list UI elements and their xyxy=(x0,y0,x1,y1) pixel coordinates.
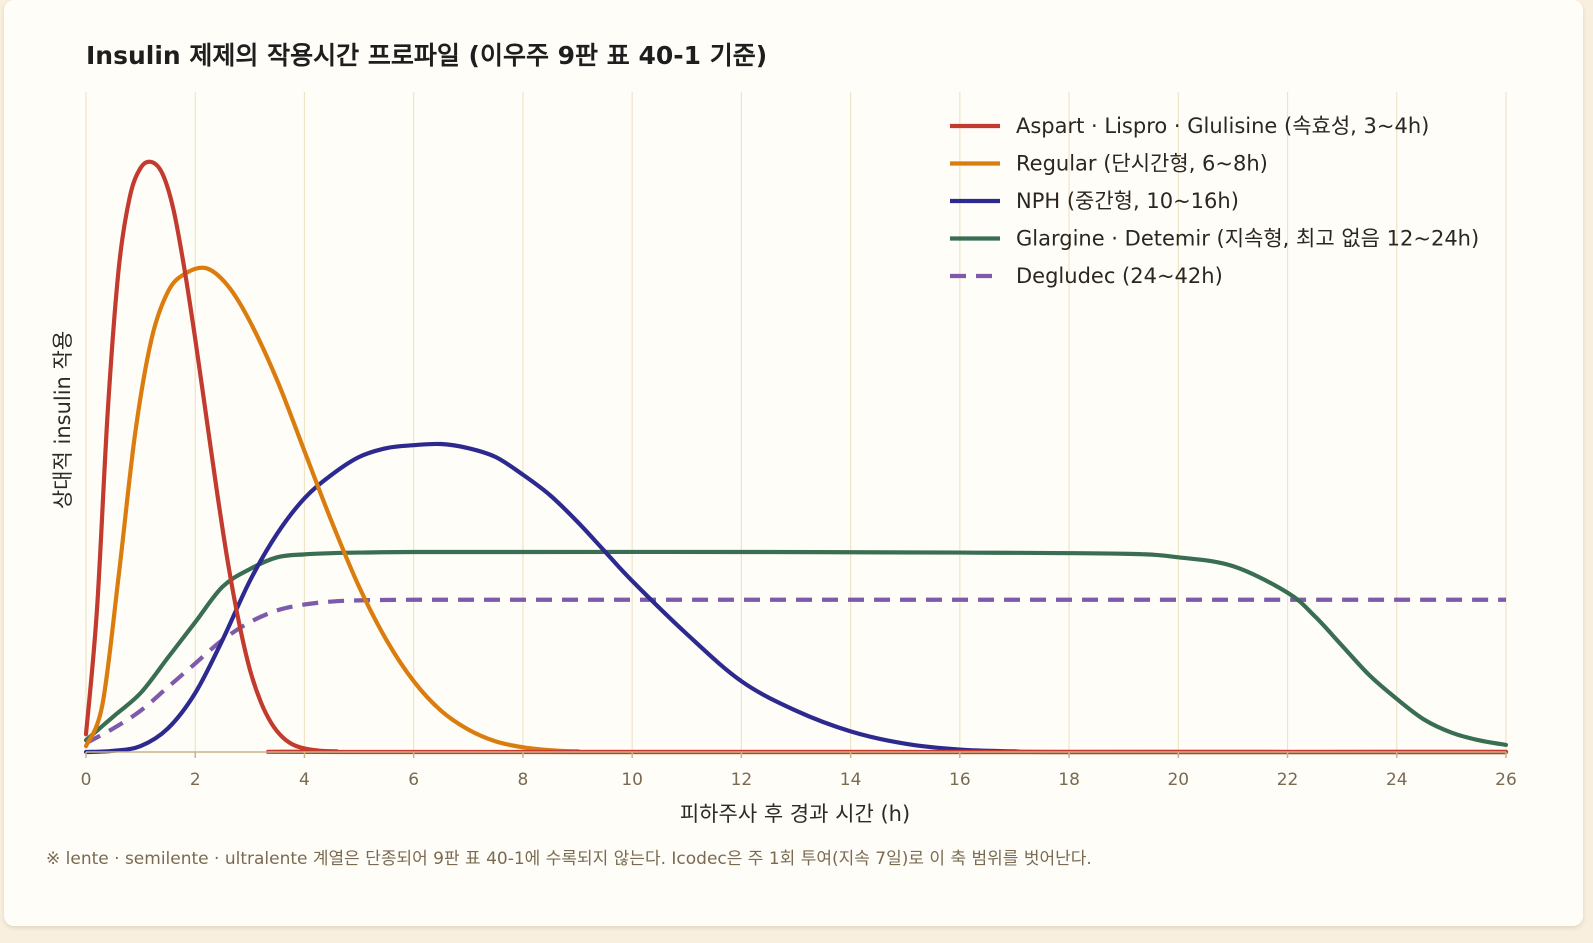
x-tick-label: 20 xyxy=(1167,770,1189,790)
series-line-4 xyxy=(85,597,1506,745)
legend-label: Glargine · Detemir (지속형, 최고 없음 12~24h) xyxy=(1016,227,1479,251)
footnote: ※ lente · semilente · ultralente 계열은 단종되… xyxy=(46,849,1092,869)
legend-label: Regular (단시간형, 6~8h) xyxy=(1016,152,1268,176)
chart-title: Insulin 제제의 작용시간 프로파일 (이우주 9판 표 40-1 기준) xyxy=(86,41,767,70)
legend-label: Degludec (24~42h) xyxy=(1016,264,1223,288)
x-tick-label: 6 xyxy=(408,770,419,790)
x-tick-label: 12 xyxy=(731,770,753,790)
legend: Aspart · Lispro · Glulisine (속효성, 3~4h) R… xyxy=(950,114,1479,288)
x-tick-label: 0 xyxy=(81,770,92,790)
x-tick-label: 14 xyxy=(840,770,862,790)
series-line-1 xyxy=(83,265,1509,755)
legend-label: Aspart · Lispro · Glulisine (속효성, 3~4h) xyxy=(1016,114,1429,138)
x-axis: 0 2 4 6 8 10 12 14 16 18 20 22 24 26 xyxy=(81,751,1517,790)
x-tick-label: 8 xyxy=(518,770,529,790)
x-tick-label: 10 xyxy=(621,770,643,790)
grid-lines xyxy=(85,92,1507,752)
x-tick-label: 24 xyxy=(1386,770,1408,790)
series-line-2 xyxy=(83,441,1509,755)
x-tick-label: 18 xyxy=(1058,770,1080,790)
y-axis-label: 상대적 insulin 작용 xyxy=(51,331,75,509)
legend-label: NPH (중간형, 10~16h) xyxy=(1016,189,1239,213)
series-line-3 xyxy=(83,549,1509,748)
x-axis-label: 피하주사 후 경과 시간 (h) xyxy=(680,802,910,826)
x-tick-label: 2 xyxy=(190,770,201,790)
chart-card xyxy=(4,0,1583,926)
x-tick-label: 22 xyxy=(1277,770,1299,790)
x-tick-label: 4 xyxy=(299,770,310,790)
x-tick-label: 16 xyxy=(949,770,971,790)
x-tick-label: 26 xyxy=(1495,770,1517,790)
